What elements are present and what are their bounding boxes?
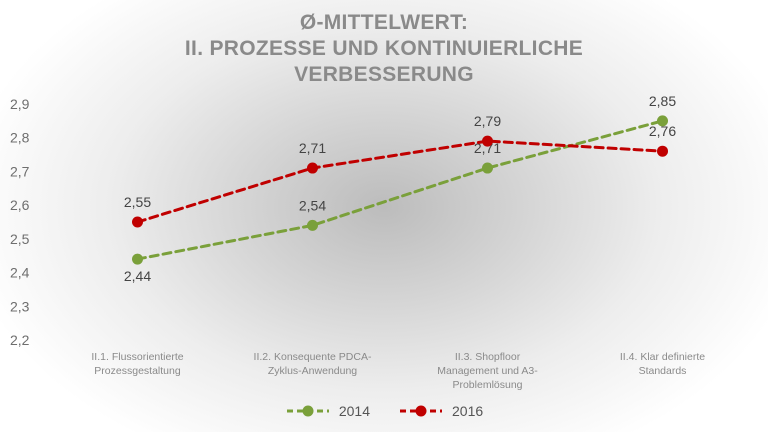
data-point-2014 — [482, 162, 493, 174]
chart-title-line-1: Ø-MITTELWERT: — [299, 11, 469, 34]
chart-title-line-2: II. PROZESSE UND KONTINUIERLICHE — [184, 37, 584, 60]
chart-title: Ø-MITTELWERT: II. PROZESSE UND KONTINUIE… — [0, 10, 768, 88]
data-point-2016 — [307, 162, 318, 174]
series-line-2014 — [136, 119, 664, 261]
data-point-2016 — [657, 145, 668, 157]
legend-item-2016: 2016 — [398, 403, 483, 419]
data-label-2016: 2,76 — [649, 123, 676, 139]
data-point-2014 — [132, 253, 143, 265]
data-point-2016 — [132, 216, 143, 228]
data-point-2014 — [307, 219, 318, 231]
chart-legend: 2014 2016 — [0, 403, 768, 419]
data-label-2016: 2,71 — [299, 140, 326, 156]
x-tick-label: II.4. Klar definierte Standards — [620, 351, 705, 377]
series-line-2016 — [136, 139, 664, 224]
chart-title-line-3: VERBESSERUNG — [294, 63, 474, 86]
data-label-2014: 2,71 — [474, 140, 501, 156]
legend-label-2016: 2016 — [452, 403, 484, 419]
data-label-2016: 2,55 — [124, 194, 151, 210]
y-tick-label: 2,5 — [10, 231, 30, 247]
data-point-2016 — [482, 135, 493, 147]
y-tick-label: 2,2 — [10, 332, 30, 348]
x-tick-label: II.2. Konsequente PDCA-Zyklus-Anwendung — [254, 351, 372, 377]
data-label-2016: 2,79 — [474, 113, 501, 129]
y-tick-label: 2,9 — [10, 96, 30, 112]
legend-swatch-2016 — [400, 405, 442, 417]
y-tick-label: 2,8 — [10, 130, 30, 146]
legend-label-2014: 2014 — [338, 403, 370, 419]
y-tick-label: 2,7 — [10, 163, 30, 179]
x-tick-label: II.1. Flussorientierte Prozessgestaltung — [91, 351, 183, 377]
y-tick-label: 2,6 — [10, 197, 30, 213]
y-tick-label: 2,3 — [10, 298, 30, 314]
data-label-2014: 2,85 — [649, 93, 676, 109]
y-tick-label: 2,4 — [10, 265, 30, 281]
x-tick-label: II.3. Shopfloor Management und A3-Problem… — [437, 351, 538, 391]
data-label-2014: 2,44 — [124, 268, 151, 284]
data-point-2014 — [657, 115, 668, 127]
legend-swatch-2014 — [286, 405, 329, 417]
legend-item-2014: 2014 — [285, 403, 370, 419]
data-label-2014: 2,54 — [299, 197, 326, 213]
